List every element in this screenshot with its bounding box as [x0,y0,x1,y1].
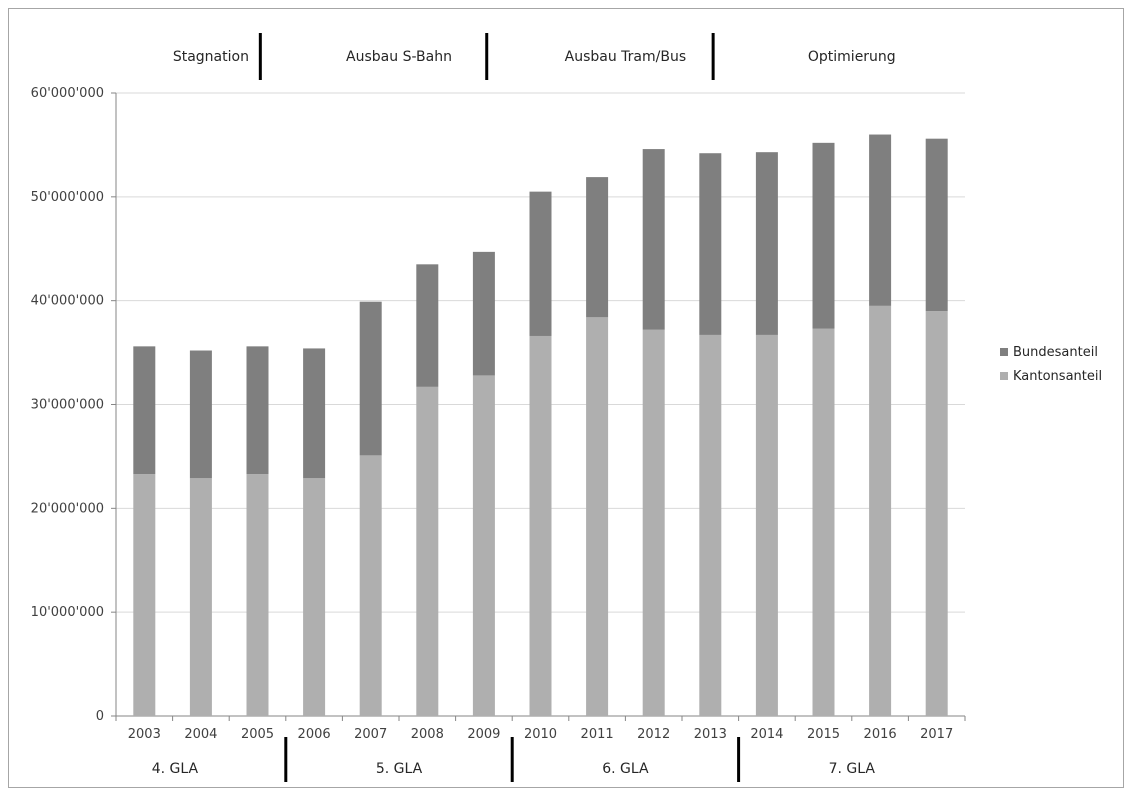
period-label: 4. GLA [152,761,199,777]
bar-bundesanteil-2016 [869,134,892,306]
x-tick-label: 2003 [128,727,161,742]
bar-kantonsanteil-2007 [359,455,382,716]
x-tick-label: 2007 [354,727,387,742]
phase-label: Stagnation [173,49,249,65]
legend-label-kantonsanteil: Kantonsanteil [1013,369,1102,384]
period-label: 5. GLA [376,761,423,777]
y-tick-label: 50'000'000 [31,190,104,205]
phase-label: Ausbau S-Bahn [346,49,452,65]
x-tick-label: 2014 [750,727,783,742]
bar-kantonsanteil-2013 [699,334,722,716]
phase-label: Optimierung [808,49,896,65]
legend-label-bundesanteil: Bundesanteil [1013,345,1098,360]
phase-label: Ausbau Tram/Bus [565,49,687,65]
y-tick-label: 10'000'000 [31,605,104,620]
bar-kantonsanteil-2003 [133,474,156,716]
bar-kantonsanteil-2005 [246,474,269,716]
bar-bundesanteil-2003 [133,346,156,475]
bar-kantonsanteil-2004 [189,478,212,716]
bar-kantonsanteil-2006 [303,478,326,716]
bar-kantonsanteil-2010 [529,335,552,716]
x-tick-label: 2009 [467,727,500,742]
bar-bundesanteil-2008 [416,264,439,387]
bar-bundesanteil-2004 [189,350,212,479]
period-label: 7. GLA [829,761,876,777]
bar-kantonsanteil-2012 [642,329,665,716]
bar-kantonsanteil-2011 [586,317,609,716]
x-tick-label: 2005 [241,727,274,742]
bar-bundesanteil-2015 [812,142,835,329]
bar-kantonsanteil-2008 [416,386,439,716]
bar-kantonsanteil-2016 [869,305,892,716]
bar-bundesanteil-2005 [246,346,269,475]
y-tick-label: 20'000'000 [31,501,104,516]
period-label: 6. GLA [602,761,649,777]
bar-bundesanteil-2011 [586,177,609,318]
bar-bundesanteil-2014 [755,152,778,335]
bar-bundesanteil-2007 [359,301,382,456]
bar-bundesanteil-2006 [303,348,326,479]
bar-kantonsanteil-2017 [925,311,948,716]
x-tick-label: 2015 [807,727,840,742]
bar-bundesanteil-2009 [472,251,495,376]
legend-swatch-kantonsanteil [1000,372,1008,380]
bar-bundesanteil-2010 [529,191,552,336]
bar-kantonsanteil-2009 [472,375,495,716]
y-tick-label: 60'000'000 [31,86,104,101]
y-tick-label: 0 [96,709,104,724]
legend-swatch-bundesanteil [1000,348,1008,356]
bar-bundesanteil-2012 [642,149,665,330]
x-tick-label: 2006 [298,727,331,742]
bar-kantonsanteil-2014 [755,334,778,716]
y-tick-label: 40'000'000 [31,294,104,309]
x-tick-label: 2008 [411,727,444,742]
y-tick-label: 30'000'000 [31,398,104,413]
x-tick-label: 2011 [581,727,614,742]
x-tick-label: 2013 [694,727,727,742]
x-tick-label: 2004 [184,727,217,742]
bar-bundesanteil-2017 [925,138,948,312]
x-tick-label: 2016 [864,727,897,742]
x-tick-label: 2017 [920,727,953,742]
bar-kantonsanteil-2015 [812,328,835,716]
x-tick-label: 2012 [637,727,670,742]
bar-bundesanteil-2013 [699,153,722,335]
x-tick-label: 2010 [524,727,557,742]
